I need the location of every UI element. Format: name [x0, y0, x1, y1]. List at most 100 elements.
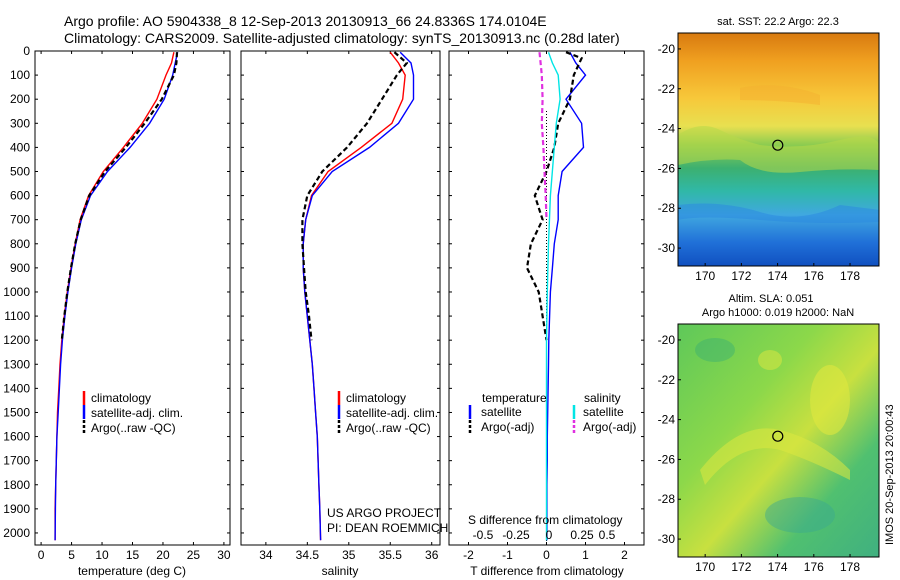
depth-tick-label: 300: [10, 116, 30, 130]
t-difference-axis-label: T difference from climatology: [470, 564, 624, 578]
series-line: [301, 51, 409, 341]
imos-timestamp: IMOS 20-Sep-2013 20:00:43: [884, 404, 896, 545]
legend-t-argo-adj: Argo(-adj): [481, 420, 534, 434]
x-tick-label: 35.5: [379, 548, 403, 562]
lat-tick-label: -22: [658, 373, 676, 387]
pi-label: PI: DEAN ROEMMICH: [327, 521, 448, 535]
legend-climatology: climatology: [346, 391, 406, 405]
x-tick-label: -2: [463, 548, 474, 562]
title-line-2: Climatology: CARS2009. Satellite-adjuste…: [64, 30, 620, 46]
x-tick-label: 35: [342, 548, 356, 562]
lon-tick-label: 174: [768, 560, 788, 574]
sst-map-title: sat. SST: 22.2 Argo: 22.3: [717, 16, 839, 28]
s-tick: -0.25: [502, 528, 530, 542]
depth-tick-label: 1200: [3, 333, 30, 347]
temperature-panel: 0 5 10 15 20 25 30: [38, 51, 231, 562]
x-tick-label: 0: [543, 548, 550, 562]
legend-climatology: climatology: [91, 391, 151, 405]
x-tick-label: 20: [156, 548, 170, 562]
sst-map-frame: [677, 32, 880, 267]
depth-tick-label: 2000: [3, 526, 30, 540]
legend-salinity-header: salinity: [584, 391, 621, 405]
lat-tick-label: -26: [658, 452, 676, 466]
legend-s-satellite: satellite: [583, 405, 624, 419]
depth-tick-label: 400: [10, 140, 30, 154]
s-tick: 0.25: [570, 528, 594, 542]
x-tick-label: 10: [95, 548, 109, 562]
sla-title-line-2: Argo h1000: 0.019 h2000: NaN: [702, 307, 854, 319]
legend-t-satellite: satellite: [481, 405, 522, 419]
x-tick-label: 36: [425, 548, 439, 562]
depth-tick-label: 1300: [3, 357, 30, 371]
depth-tick-label: 1900: [3, 502, 30, 516]
lon-tick-label: 176: [804, 560, 824, 574]
legend-satellite-adj: satellite-adj. clim.: [91, 406, 183, 420]
lon-tick-label: 176: [804, 269, 824, 283]
sla-float-marker: [772, 430, 784, 442]
lat-tick-label: -28: [658, 201, 676, 215]
lat-tick-label: -24: [658, 413, 676, 427]
lon-tick-label: 170: [695, 560, 715, 574]
depth-tick-label: 1800: [3, 478, 30, 492]
x-tick-label: 2: [621, 548, 628, 562]
sla-map-frame: [677, 323, 880, 558]
project-label: US ARGO PROJECT: [327, 506, 442, 520]
depth-tick-label: 700: [10, 213, 30, 227]
depth-tick-label: 100: [10, 68, 30, 82]
x-tick-label: 34: [259, 548, 273, 562]
series-line: [54, 52, 175, 541]
sla-map-texture: [695, 338, 850, 533]
depth-tick-label: 0: [23, 44, 30, 58]
temperature-panel-frame: [34, 50, 231, 546]
title-line-1: Argo profile: AO 5904338_8 12-Sep-2013 2…: [64, 13, 547, 29]
depth-tick-label: 1700: [3, 454, 30, 468]
temperature-legend: climatology satellite-adj. clim. Argo(..…: [82, 391, 183, 435]
lon-tick-label: 174: [768, 269, 788, 283]
lon-tick-label: 172: [731, 269, 751, 283]
x-tick-label: 1: [582, 548, 589, 562]
salinity-panel: 34 34.5 35 35.5 36: [259, 51, 439, 562]
lat-tick-label: -20: [658, 333, 676, 347]
legend-s-argo-adj: Argo(-adj): [583, 420, 636, 434]
x-tick-label: 25: [187, 548, 201, 562]
x-tick-label: 5: [68, 548, 75, 562]
x-tick-label: -1: [502, 548, 513, 562]
depth-tick-label: 200: [10, 92, 30, 106]
lat-tick-label: -26: [658, 161, 676, 175]
depth-axis: 0 100 200 300 400 500 600 700 800 900 1000 1100 1200…: [3, 44, 644, 540]
legend-argo-raw: Argo(..raw -QC): [346, 421, 431, 435]
sla-title-line-1: Altim. SLA: 0.051: [729, 293, 814, 305]
lat-tick-label: -30: [658, 532, 676, 546]
s-tick: -0.5: [473, 528, 494, 542]
legend-argo-raw: Argo(..raw -QC): [91, 421, 176, 435]
lon-tick-label: 170: [695, 269, 715, 283]
s-tick: 0: [546, 528, 553, 542]
sst-map: 170 172 174 176 178 -20 -22 -24 -26 -28 -30: [658, 32, 880, 283]
series-line: [538, 52, 548, 220]
salinity-panel-frame: [240, 50, 441, 546]
depth-tick-label: 1000: [3, 285, 30, 299]
depth-tick-label: 1100: [4, 309, 30, 323]
sla-map-axes: 170 172 174 176 178 -20 -22 -24 -26 -28 -30: [658, 333, 861, 574]
lat-tick-label: -24: [658, 122, 676, 136]
x-tick-label: 0: [38, 548, 45, 562]
lat-tick-label: -30: [658, 241, 676, 255]
lon-tick-label: 178: [840, 269, 860, 283]
x-tick-label: 15: [126, 548, 140, 562]
s-difference-label: S difference from climatology: [468, 513, 623, 527]
x-tick-label: 34.5: [296, 548, 320, 562]
x-tick-label: 30: [217, 548, 231, 562]
sst-map-axes: 170 172 174 176 178 -20 -22 -24 -26 -28 -30: [658, 42, 861, 283]
series-line: [302, 51, 415, 541]
legend-satellite-adj: satellite-adj. clim.: [346, 406, 438, 420]
lon-tick-label: 172: [731, 560, 751, 574]
s-difference-ticks: -0.5 -0.25 0 0.25 0.5: [473, 528, 616, 542]
series-line: [525, 51, 584, 341]
depth-tick-label: 500: [10, 164, 30, 178]
difference-legend: temperature salinity satellite Argo(-adj…: [468, 391, 636, 434]
difference-panel: -2 -1 0 1 2: [463, 51, 628, 562]
sst-float-marker: [772, 139, 784, 151]
sst-map-texture: [678, 85, 879, 224]
series-line: [54, 52, 179, 541]
